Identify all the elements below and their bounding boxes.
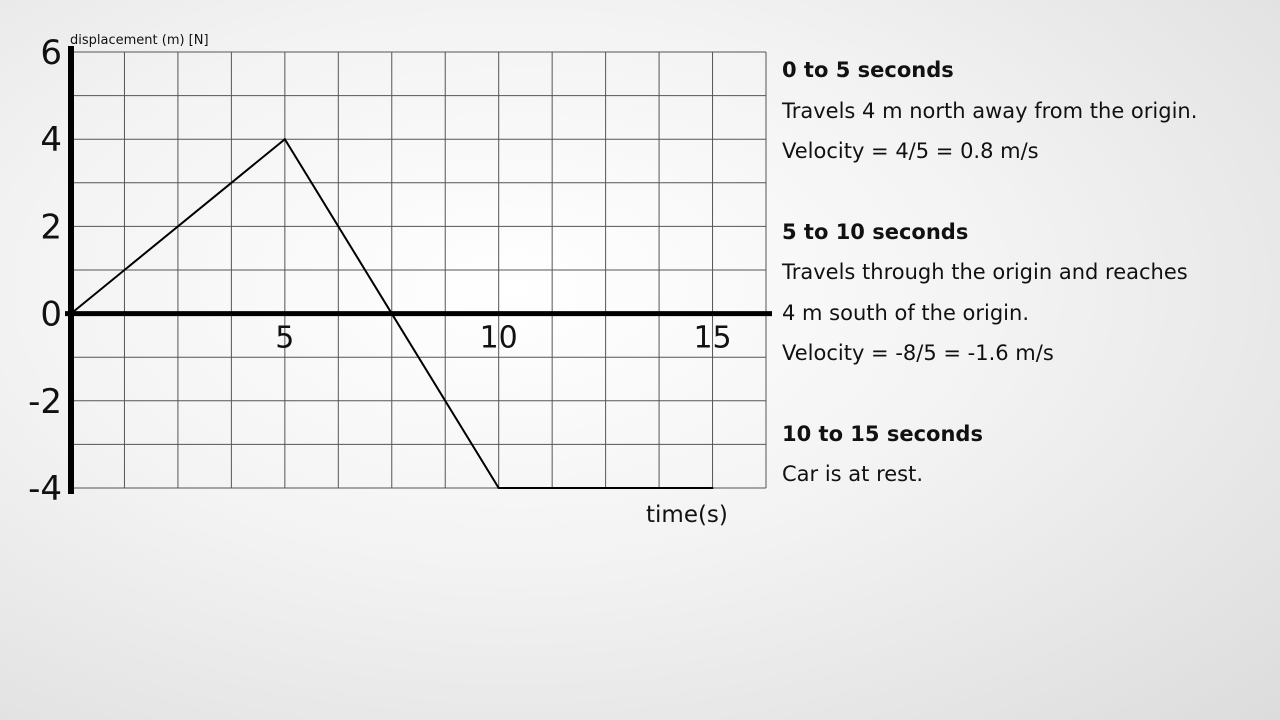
x-tick-label: 15 xyxy=(693,321,731,356)
note-segment-1: 0 to 5 seconds Travels 4 m north away fr… xyxy=(782,50,1252,172)
note-segment-3: 10 to 15 seconds Car is at rest. xyxy=(782,414,1252,495)
y-tick-label: 6 xyxy=(40,33,62,73)
note-line: Travels 4 m north away from the origin. xyxy=(782,98,1198,123)
note-line: Velocity = 4/5 = 0.8 m/s xyxy=(782,139,1039,163)
note-title: 0 to 5 seconds xyxy=(782,58,954,82)
x-tick-label: 10 xyxy=(480,321,518,356)
y-tick-label: -2 xyxy=(28,382,62,422)
x-tick-label: 5 xyxy=(275,321,294,356)
series-line xyxy=(70,137,713,489)
y-tick-label: 2 xyxy=(40,207,62,247)
y-tick-labels: 6 4 2 0 -2 -4 xyxy=(28,33,62,509)
note-line: Velocity = -8/5 = -1.6 m/s xyxy=(782,341,1054,365)
data-point xyxy=(283,138,286,141)
note-title: 10 to 15 seconds xyxy=(782,421,983,446)
note-line: 4 m south of the origin. xyxy=(782,300,1030,325)
note-line: Travels through the origin and reaches xyxy=(782,260,1188,284)
x-tick-labels: 5 10 15 xyxy=(275,321,731,356)
x-axis-label: time(s) xyxy=(646,502,728,528)
data-point xyxy=(497,487,500,489)
note-line: Car is at rest. xyxy=(782,462,924,486)
note-title: 5 to 10 seconds xyxy=(782,219,969,244)
explanation-notes: 0 to 5 seconds Travels 4 m north away fr… xyxy=(782,50,1252,535)
data-point xyxy=(711,487,714,489)
note-segment-2: 5 to 10 seconds Travels through the orig… xyxy=(782,212,1252,374)
data-point xyxy=(70,312,72,315)
y-tick-label: 0 xyxy=(40,295,62,335)
y-tick-label: -4 xyxy=(28,469,62,509)
series-layer xyxy=(70,137,714,489)
chart-grid xyxy=(70,51,767,489)
y-axis-label: displacement (m) [N] xyxy=(70,33,209,48)
y-tick-label: 4 xyxy=(40,120,62,160)
displacement-time-chart: 6 4 2 0 -2 -4 5 10 15 displacement (m) [N] time… xyxy=(28,33,772,528)
